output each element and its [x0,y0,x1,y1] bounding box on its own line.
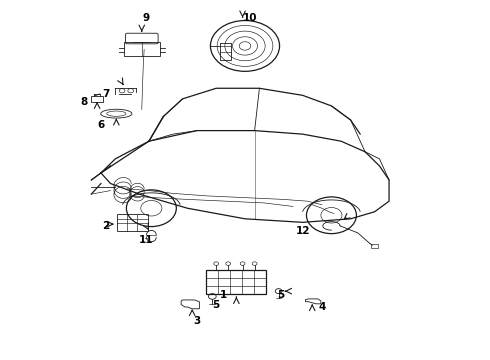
Text: 12: 12 [295,226,310,236]
Polygon shape [305,299,321,304]
Text: 2: 2 [102,221,109,231]
Text: 11: 11 [139,235,154,245]
Text: 3: 3 [194,316,200,326]
Text: 6: 6 [98,120,104,130]
Text: 5: 5 [213,300,220,310]
Text: 4: 4 [318,302,325,312]
Polygon shape [181,300,199,309]
Text: 8: 8 [80,98,88,107]
Text: 5: 5 [277,290,285,300]
Text: 1: 1 [220,290,227,300]
Text: 7: 7 [102,89,109,99]
Text: 9: 9 [143,13,150,23]
Text: 10: 10 [243,13,257,23]
